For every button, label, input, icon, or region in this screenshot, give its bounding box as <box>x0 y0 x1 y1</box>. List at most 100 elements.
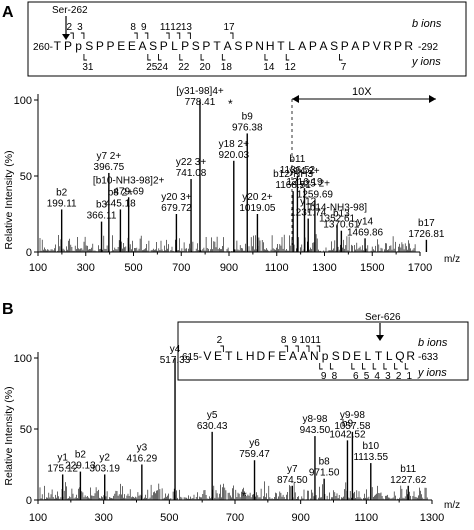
seq-start-b: 615- <box>182 352 202 363</box>
site-arrowhead-a <box>62 34 70 40</box>
x-tick-label-a: 300 <box>77 262 95 274</box>
seq-start-a: 260- <box>33 42 53 53</box>
peak-value-a: 1370.61 <box>323 220 360 231</box>
peak-label-b: y3 <box>137 443 148 454</box>
peak-label-a: b9 <box>242 111 254 122</box>
peak-value-b: 874.50 <box>277 475 308 486</box>
y-ion-number-a: 20 <box>199 62 211 73</box>
residue-b: E <box>214 349 222 363</box>
site-arrowhead-b <box>376 335 384 341</box>
peak-label-b: b2 <box>75 450 87 461</box>
y-ion-number-b: 5 <box>364 371 370 382</box>
residue-b: N <box>310 349 319 363</box>
residue-a: A <box>138 39 146 53</box>
b-ion-mark-a <box>80 32 85 39</box>
residue-a: V <box>373 39 381 53</box>
zoom-arrow-right <box>429 95 436 103</box>
spectrum-b <box>39 481 428 500</box>
peak-value-b: 416.29 <box>127 454 158 465</box>
peak-label-b: b11 <box>400 464 416 475</box>
x-tick-label-a: 1700 <box>408 262 432 274</box>
peak-value-a: 920.03 <box>218 150 249 161</box>
peak-label-a: b3 <box>96 200 108 211</box>
y-ions-label-a: y ions <box>411 56 441 68</box>
zoom-label: 10X <box>352 86 372 98</box>
peak-label-a: b2 <box>56 187 68 198</box>
peak-label-a: b12-NH3 <box>273 169 313 180</box>
peak-label-a: y22 3+ <box>176 157 206 168</box>
b-ion-mark-a <box>144 32 149 39</box>
residue-a: P <box>202 39 210 53</box>
y-ion-number-a: 31 <box>82 62 94 73</box>
b-ion-mark-a <box>230 32 234 39</box>
fragment-marks-b: 2 8 9 10 119 8 6 5 4 3 2 1 <box>217 335 413 382</box>
y-ion-number-a: 22 <box>178 62 190 73</box>
residue-a: P <box>341 39 349 53</box>
residue-a: H <box>266 39 275 53</box>
y-ion-mark-a <box>147 54 151 61</box>
residue-a: R <box>383 39 392 53</box>
x-tick-label-b: 1300 <box>420 512 444 524</box>
axes-a: 100 300 500 700 900 1100 1300 1500 1700 0 50 100 <box>14 94 432 274</box>
peak-label-b: y4 <box>170 344 181 355</box>
y-tick-label-b: 50 <box>20 424 32 436</box>
residue-a: P <box>160 39 168 53</box>
residue-a: A <box>298 39 306 53</box>
peak-label-a: y18 2+ <box>219 139 249 150</box>
b-ion-mark-b <box>316 345 321 352</box>
residue-a: p <box>75 39 82 53</box>
b-ion-mark-b <box>295 345 299 352</box>
y-ion-number-b: 4 <box>374 371 380 382</box>
residue-b: Q <box>395 349 404 363</box>
peak-label-b: y9-98 <box>340 410 365 421</box>
residue-b: L <box>236 349 243 363</box>
residue-a: E <box>128 39 136 53</box>
peak-label-a: y20 2+ <box>242 192 272 203</box>
peak-label-b: y6 <box>249 438 260 449</box>
y-ion-number-b: 1 <box>407 371 413 382</box>
y-ion-number-b: 9 <box>321 371 327 382</box>
residue-b: H <box>246 349 255 363</box>
peak-label-a: b13 <box>333 209 350 220</box>
x-tick-label-b: 500 <box>160 512 178 524</box>
peak-value-a: 778.41 <box>185 97 216 108</box>
y-tick-label-a: 50 <box>20 171 32 183</box>
panel-label-a: A <box>2 4 14 21</box>
zoom-arrow-left <box>292 95 299 103</box>
residue-b: T <box>375 349 383 363</box>
x-tick-label-b: 300 <box>94 512 112 524</box>
residue-a: A <box>351 39 359 53</box>
peak-label-b: y8-98 <box>302 414 327 425</box>
y-ion-mark-a <box>339 54 343 61</box>
residue-b: D <box>342 349 351 363</box>
seq-end-a: -292 <box>418 42 438 53</box>
b-ion-mark-a <box>176 32 181 39</box>
residue-b: D <box>257 349 266 363</box>
spectrum-a <box>39 234 416 252</box>
y-ion-mark-a <box>200 54 205 61</box>
peak-value-b: 175.12 <box>47 463 78 474</box>
y-ion-number-a: 12 <box>285 62 297 73</box>
b-ions-label-a: b ions <box>412 18 442 30</box>
peak-value-b: 1227.62 <box>390 475 427 486</box>
y-ion-mark-b <box>394 363 398 370</box>
peak-label-b: y1 <box>57 452 68 463</box>
y-ion-mark-b <box>351 363 355 370</box>
residue-b: S <box>332 349 340 363</box>
residue-a: L <box>171 39 178 53</box>
x-tick-label-a: 1500 <box>360 262 384 274</box>
residue-a: P <box>394 39 402 53</box>
peak-value-b: 229.13 <box>65 461 96 472</box>
x-axis-title-b: m/z <box>444 500 460 511</box>
b-ion-number-b: 8 <box>281 335 287 346</box>
y-ion-mark-b <box>383 363 387 370</box>
peak-value-a: 1019.05 <box>239 203 276 214</box>
residue-b: R <box>406 349 415 363</box>
residue-b: L <box>365 349 372 363</box>
x-tick-label-a: 100 <box>29 262 47 274</box>
residue-a: P <box>309 39 317 53</box>
